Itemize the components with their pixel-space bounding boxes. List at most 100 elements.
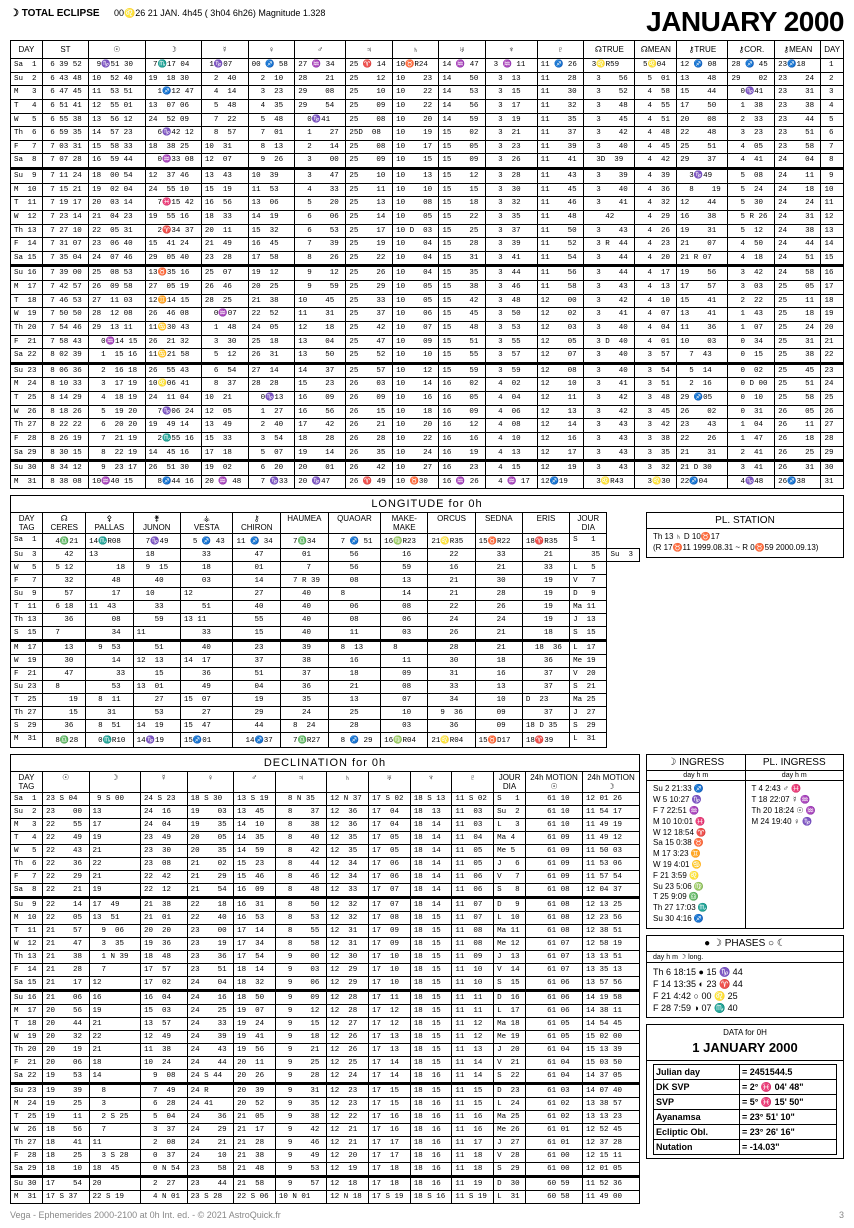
cell: 06 bbox=[381, 614, 428, 627]
cell: 19 12 bbox=[248, 267, 295, 281]
cell: 27 bbox=[180, 707, 233, 720]
cell: 22 bbox=[89, 1031, 140, 1044]
cell: 22 49 bbox=[42, 832, 89, 845]
cell: 9 42 bbox=[275, 1124, 326, 1137]
cell: 17 13 bbox=[369, 1044, 411, 1057]
cell: 11 46 bbox=[537, 197, 584, 211]
cell: 5 01 bbox=[635, 72, 677, 86]
cell: 10 24 bbox=[393, 446, 439, 460]
cell: 4 15 bbox=[486, 462, 538, 476]
cell: 18 bbox=[89, 1057, 140, 1070]
cell: 3 40 bbox=[584, 183, 635, 197]
cell: 08 bbox=[381, 601, 428, 614]
cell: 11 15 bbox=[452, 1098, 494, 1111]
cell: 61 04 bbox=[526, 1070, 583, 1083]
cell: 16♍R04 bbox=[381, 733, 428, 748]
cell: 4 ♒ 17 bbox=[486, 475, 538, 489]
cell: 8 26 19 bbox=[42, 432, 88, 446]
cell: 15 07 bbox=[180, 694, 233, 707]
cell: 22 14 bbox=[42, 899, 89, 912]
cell: 12 26 bbox=[327, 1044, 369, 1057]
cell: 42 bbox=[43, 549, 86, 562]
cell: 42 bbox=[584, 210, 635, 224]
cell: 4 55 bbox=[635, 99, 677, 113]
cell: 12 20 bbox=[327, 1150, 369, 1163]
col-header: DAYTAG bbox=[11, 513, 43, 534]
cell: 20 25 bbox=[248, 281, 295, 295]
cell: 00 ♐ 58 bbox=[248, 59, 295, 73]
cell: 19 bbox=[89, 884, 140, 897]
cell: 19 24 bbox=[234, 1018, 276, 1031]
cell: M 24 bbox=[11, 1098, 43, 1111]
cell: 11 07 bbox=[452, 899, 494, 912]
cell: 5 12 bbox=[201, 349, 248, 363]
list-row: T 18 22:07 ☿ ♒ bbox=[752, 795, 838, 806]
cell: 03 bbox=[381, 720, 428, 733]
cell: 11 ♐ 34 bbox=[233, 534, 281, 549]
cell: 26 42 bbox=[346, 462, 393, 476]
cell: 21 bbox=[328, 681, 381, 694]
cell: 26 51 30 bbox=[145, 462, 201, 476]
cell: 10 16 bbox=[393, 392, 439, 406]
cell: 9 09 bbox=[275, 992, 326, 1005]
footer: Vega - Ephemerides 2000-2100 at 0h Int. … bbox=[10, 1210, 844, 1220]
cell: 5 04 bbox=[140, 1111, 187, 1124]
cell: 04 bbox=[233, 681, 281, 694]
cell: 3 41 bbox=[584, 197, 635, 211]
cell: 4 18 bbox=[728, 251, 775, 265]
col-header: ☊CERES bbox=[43, 513, 86, 534]
cell: 3 43 bbox=[584, 462, 635, 476]
cell: 10 23 bbox=[393, 72, 439, 86]
cell: 0♑41 bbox=[728, 86, 775, 100]
cell: 39 bbox=[281, 642, 329, 655]
cell: 11 11 bbox=[452, 1005, 494, 1018]
col-header: DAY bbox=[821, 41, 844, 59]
cell: 4 33 bbox=[295, 183, 346, 197]
cell: 18 41 bbox=[42, 1137, 89, 1150]
cell: 17 02 bbox=[140, 977, 187, 990]
cell: 40 bbox=[281, 588, 329, 601]
cell: 23 58 bbox=[187, 1163, 234, 1176]
cell: 0♑13 bbox=[248, 392, 295, 406]
cell: 16 09 bbox=[295, 392, 346, 406]
cell: 61 08 bbox=[526, 899, 583, 912]
col-header: ☉ bbox=[42, 772, 89, 793]
cell: 11 09 bbox=[452, 951, 494, 964]
cell: 25 14 bbox=[346, 210, 393, 224]
cell: 19 14 bbox=[295, 446, 346, 460]
data-cell: Nutation bbox=[654, 1140, 740, 1155]
cell: 11 49 19 bbox=[582, 819, 639, 832]
cell: 12 33 bbox=[327, 884, 369, 897]
cell: 61 06 bbox=[526, 1005, 583, 1018]
cell: Me 19 bbox=[570, 655, 607, 668]
cell: 3 39 bbox=[584, 170, 635, 184]
cell: 24 44 bbox=[775, 238, 821, 252]
cell: 10 06 bbox=[393, 308, 439, 322]
cell: 15 45 bbox=[439, 308, 486, 322]
cell: 9 15 bbox=[133, 562, 180, 575]
cell: F 7 bbox=[11, 575, 43, 588]
cell: 23 44 bbox=[775, 113, 821, 127]
cell: 25 45 bbox=[775, 364, 821, 378]
cell: 19 bbox=[821, 308, 844, 322]
cell: 18 15 bbox=[410, 1044, 452, 1057]
cell: 24 bbox=[281, 707, 329, 720]
cell: D 23 bbox=[494, 1085, 526, 1098]
cell: 12 bbox=[821, 210, 844, 224]
cell: 6 59 35 bbox=[42, 127, 88, 141]
cell: 2 27 bbox=[140, 1178, 187, 1191]
cell: 3 37 bbox=[486, 224, 538, 238]
cell: W 5 bbox=[11, 562, 43, 575]
list-row: Th 13 ♄ D 10♉17 bbox=[653, 532, 837, 543]
cell: Sa 15 bbox=[11, 251, 43, 265]
cell: 23 44 bbox=[187, 1178, 234, 1191]
cell: 10 17 bbox=[393, 140, 439, 154]
cell: 7♏17 04 bbox=[145, 59, 201, 73]
cell: 30 bbox=[43, 655, 86, 668]
cell: 3 42 bbox=[728, 267, 775, 281]
cell: 3 43 bbox=[584, 281, 635, 295]
cell: 13 bbox=[381, 575, 428, 588]
cell: W 5 bbox=[11, 113, 43, 127]
cell: 16♍R23 bbox=[381, 534, 428, 549]
cell: 17 13 bbox=[369, 1031, 411, 1044]
